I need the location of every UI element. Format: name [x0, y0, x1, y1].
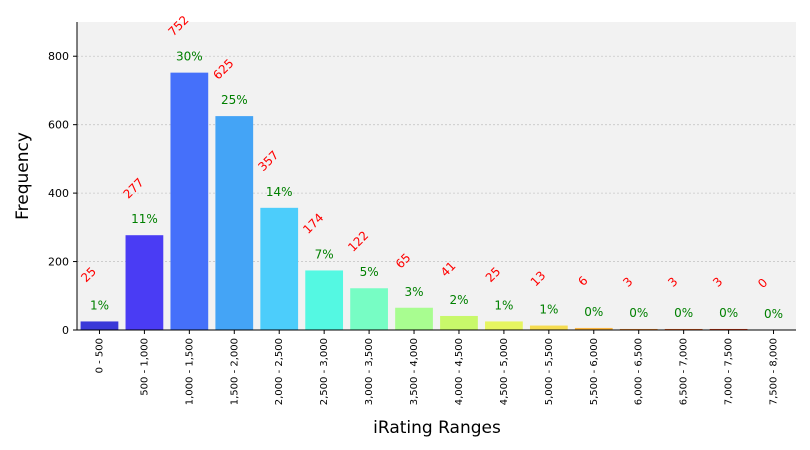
x-tick-label: 7,500 - 8,000	[769, 338, 780, 405]
bar	[170, 72, 209, 330]
x-tick-label: 0 - 500	[94, 338, 105, 373]
bar	[485, 321, 523, 330]
x-tick-label: 4,000 - 4,500	[454, 338, 465, 405]
x-tick-label: 5,000 - 5,500	[544, 338, 555, 405]
percent-label: 11%	[131, 212, 158, 226]
x-tick-label: 6,500 - 7,000	[679, 338, 690, 405]
bar	[260, 207, 299, 330]
y-axis-title: Frequency	[13, 132, 33, 220]
bar	[80, 321, 119, 330]
y-tick-label: 400	[48, 187, 69, 200]
x-tick-label: 5,500 - 6,000	[589, 338, 600, 405]
percent-label: 0%	[764, 307, 783, 321]
percent-label: 7%	[315, 247, 334, 261]
x-tick-label: 1,000 - 1,500	[184, 338, 195, 405]
percent-label: 0%	[674, 306, 693, 320]
x-tick-label: 7,000 - 7,500	[724, 338, 735, 405]
bar	[529, 325, 568, 330]
x-tick-label: 500 - 1,000	[139, 338, 150, 396]
bar	[350, 288, 388, 330]
bar	[619, 328, 658, 330]
x-tick-label: 2,500 - 3,000	[319, 338, 330, 405]
bar	[215, 116, 254, 330]
y-tick-label: 800	[48, 50, 69, 63]
x-ticks: 0 - 500 500 - 1,000 1,000 - 1,500 1,500 - 2…	[94, 330, 780, 405]
x-tick-label: 4,500 - 5,000	[499, 338, 510, 405]
bar	[709, 328, 748, 330]
percent-label: 0%	[584, 305, 603, 319]
percent-label: 30%	[176, 50, 203, 64]
percent-label: 14%	[266, 185, 293, 199]
percent-label: 1%	[494, 298, 513, 312]
x-axis-title: iRating Ranges	[373, 418, 501, 438]
percent-label: 2%	[449, 293, 468, 307]
bar	[574, 327, 613, 330]
x-tick-label: 3,000 - 3,500	[364, 338, 375, 405]
x-tick-label: 2,000 - 2,500	[274, 338, 285, 405]
x-tick-label: 1,500 - 2,000	[229, 338, 240, 405]
percent-label: 1%	[90, 298, 109, 312]
y-tick-label: 600	[48, 119, 69, 132]
y-tick-label: 0	[62, 324, 69, 337]
percent-label: 1%	[539, 303, 558, 317]
bar	[440, 315, 478, 330]
percent-label: 0%	[629, 306, 648, 320]
bar	[125, 235, 164, 330]
percent-label: 0%	[719, 306, 738, 320]
percent-label: 5%	[360, 265, 379, 279]
percent-label: 3%	[405, 285, 424, 299]
bar	[305, 270, 344, 330]
y-tick-label: 200	[48, 256, 69, 269]
x-tick-label: 6,000 - 6,500	[634, 338, 645, 405]
percent-label: 25%	[221, 93, 248, 107]
y-ticks: 0 200 400 600 800	[48, 50, 77, 337]
bar	[664, 328, 703, 330]
bars	[80, 72, 748, 330]
axes	[76, 22, 796, 331]
x-tick-label: 3,500 - 4,000	[409, 338, 420, 405]
bar	[395, 307, 433, 330]
